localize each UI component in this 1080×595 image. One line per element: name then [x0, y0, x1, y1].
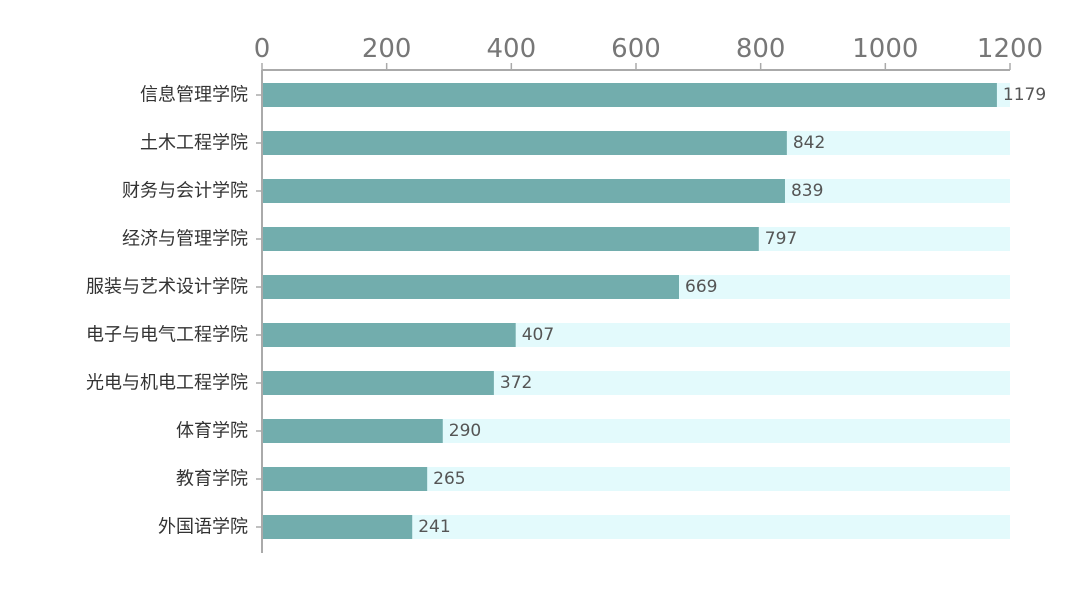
bar — [262, 419, 443, 443]
x-tick-label: 1000 — [852, 34, 918, 64]
category-label: 体育学院 — [176, 421, 248, 442]
bar — [262, 83, 997, 107]
data-labels: 1179 842 839 797 669 407 372 290 265 241 — [418, 85, 1046, 537]
x-tick-label: 400 — [487, 34, 537, 64]
data-label: 839 — [791, 181, 823, 201]
bar — [262, 323, 516, 347]
category-label: 外国语学院 — [158, 517, 248, 538]
data-label: 241 — [418, 517, 450, 537]
category-label: 服装与艺术设计学院 — [86, 277, 248, 298]
category-label: 土木工程学院 — [140, 133, 248, 154]
category-label: 教育学院 — [176, 469, 248, 490]
bar — [262, 227, 759, 251]
data-label: 1179 — [1003, 85, 1046, 105]
data-label: 372 — [500, 373, 532, 393]
bars — [262, 83, 997, 539]
category-label: 光电与机电工程学院 — [86, 373, 248, 394]
category-label: 经济与管理学院 — [122, 229, 248, 250]
data-label: 290 — [449, 421, 481, 441]
category-labels: 信息管理学院土木工程学院财务与会计学院经济与管理学院服装与艺术设计学院电子与电气… — [86, 85, 262, 538]
bar — [262, 515, 413, 539]
category-label: 信息管理学院 — [140, 85, 248, 106]
data-label: 842 — [793, 133, 825, 153]
x-tick-label: 800 — [736, 34, 786, 64]
category-label: 财务与会计学院 — [122, 181, 248, 202]
bar — [262, 275, 680, 299]
bar — [262, 371, 494, 395]
data-label: 407 — [522, 325, 554, 345]
bar — [262, 131, 787, 155]
x-tick-label: 600 — [611, 34, 661, 64]
bar — [262, 467, 428, 491]
x-tick-label: 0 — [254, 34, 271, 64]
bar — [262, 179, 785, 203]
category-label: 电子与电气工程学院 — [86, 325, 248, 346]
data-label: 797 — [765, 229, 797, 249]
data-label: 669 — [685, 277, 717, 297]
data-label: 265 — [433, 469, 465, 489]
x-tick-label: 200 — [362, 34, 412, 64]
x-tick-label: 1200 — [977, 34, 1043, 64]
x-axis-ticks: 0 200 400 600 800 1000 1200 — [254, 34, 1043, 70]
